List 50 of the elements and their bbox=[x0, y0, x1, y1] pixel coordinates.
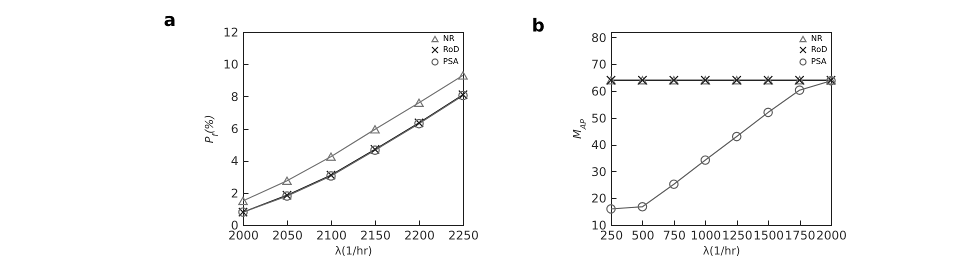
x-tick-label: 2050 bbox=[272, 228, 303, 242]
y-tick-label: 8 bbox=[230, 90, 238, 104]
y-tick-label: 80 bbox=[591, 30, 606, 45]
x-tick-label: 1000 bbox=[690, 228, 722, 242]
legend-label: RoD bbox=[443, 45, 460, 54]
y-tick-label: 2 bbox=[230, 186, 238, 200]
point bbox=[763, 108, 773, 118]
y-tick-label: 4 bbox=[230, 154, 238, 168]
y-tick-label: 10 bbox=[223, 58, 238, 72]
legend-label: PSA bbox=[811, 57, 828, 66]
x-tick-label: 2000 bbox=[228, 228, 259, 242]
point bbox=[794, 85, 804, 95]
x-tick-label: 750 bbox=[662, 228, 686, 242]
chart-title: a bbox=[164, 10, 176, 31]
point bbox=[282, 176, 292, 185]
point bbox=[700, 155, 710, 165]
point bbox=[732, 132, 742, 142]
x-tick-label: 2250 bbox=[448, 228, 479, 242]
point bbox=[238, 196, 248, 206]
y-tick-label: 60 bbox=[591, 84, 606, 98]
y-tick-label: 20 bbox=[591, 192, 606, 206]
legend-label: PSA bbox=[443, 57, 460, 66]
legend-label: RoD bbox=[811, 45, 828, 54]
y-tick-label: 70 bbox=[591, 58, 606, 72]
legend-label: NR bbox=[443, 34, 455, 43]
chart-title: b bbox=[532, 15, 545, 36]
point bbox=[370, 125, 380, 134]
x-tick-label: 1750 bbox=[784, 228, 816, 242]
x-tick-label: 1500 bbox=[753, 228, 784, 242]
y-tick-label: 50 bbox=[591, 111, 606, 126]
point bbox=[638, 202, 648, 212]
point bbox=[414, 98, 424, 107]
y-tick-label: 12 bbox=[223, 26, 238, 40]
x-tick-label: 2150 bbox=[360, 228, 391, 242]
point bbox=[669, 179, 679, 190]
x-tick-label: 250 bbox=[600, 228, 623, 242]
point bbox=[606, 204, 616, 214]
point bbox=[326, 152, 336, 161]
x-tick-label: 1250 bbox=[722, 228, 752, 242]
point bbox=[458, 71, 468, 80]
y-tick-label: 6 bbox=[230, 122, 238, 136]
x-tick-label: 2200 bbox=[404, 228, 435, 242]
y-tick-label: 40 bbox=[591, 138, 606, 152]
x-axis-title: λ(1/hr) bbox=[702, 244, 740, 258]
y-tick-label: 30 bbox=[591, 164, 606, 179]
x-tick-label: 2100 bbox=[316, 228, 347, 242]
x-axis-title: λ(1/hr) bbox=[334, 244, 372, 258]
x-tick-label: 500 bbox=[631, 228, 654, 242]
legend-label: NR bbox=[811, 34, 823, 43]
x-tick-label: 2000 bbox=[816, 228, 847, 242]
